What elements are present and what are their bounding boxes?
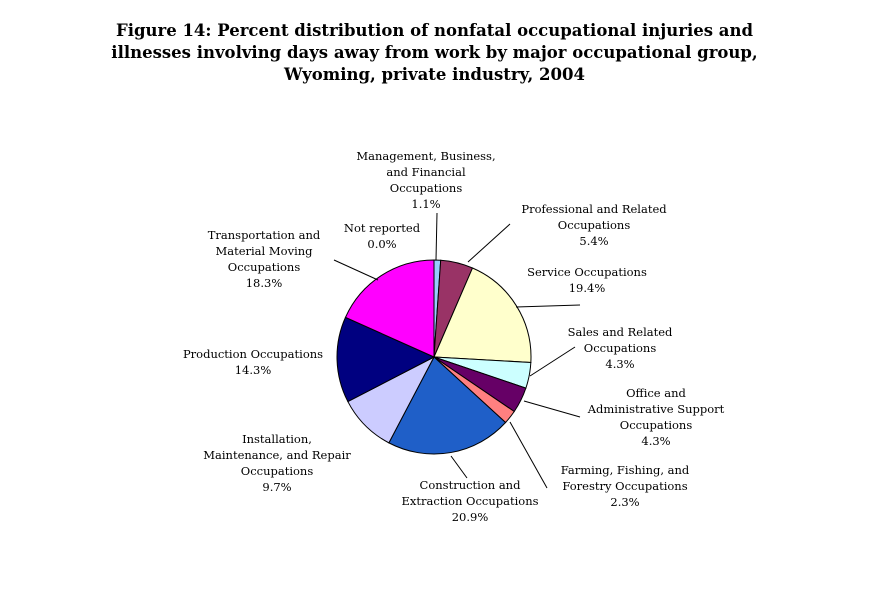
slice-label: Farming, Fishing, and Forestry Occupation… <box>561 463 690 509</box>
slice-labels: Management, Business, and Financial Occupa… <box>183 149 725 524</box>
leader-line <box>509 421 548 489</box>
chart-title-line-1: Figure 14: Percent distribution of nonfa… <box>116 21 753 40</box>
slice-name-label: Sales and Related <box>568 325 673 339</box>
slice-name-label: Service Occupations <box>527 265 647 279</box>
slice-name-label: Management, Business, <box>356 149 495 163</box>
slice-name-label: Occupations <box>558 218 631 232</box>
slice-name-label: Not reported <box>344 221 421 235</box>
slice-name-label: Occupations <box>390 181 463 195</box>
pie-slice <box>344 259 435 358</box>
slice-name-label: Installation, <box>242 432 312 446</box>
slice-name-label: Administrative Support <box>587 402 725 416</box>
pie-slice <box>336 316 436 403</box>
leader-line <box>333 259 379 281</box>
chart-title: Figure 14: Percent distribution of nonfa… <box>0 20 869 86</box>
slice-label: Transportation and Material Moving Occupat… <box>208 228 321 290</box>
slice-value-label: 18.3% <box>246 276 283 290</box>
slice-value-label: 0.0% <box>367 237 396 251</box>
slice-name-label: Material Moving <box>215 244 313 258</box>
slice-value-label: 9.7% <box>262 480 291 494</box>
slice-label: Office and Administrative Support Occupati… <box>587 386 725 448</box>
slice-value-label: 1.1% <box>411 197 440 211</box>
pie-slice <box>388 356 507 455</box>
slice-value-label: 2.3% <box>610 495 639 509</box>
slice-name-label: Occupations <box>241 464 314 478</box>
slice-label: Production Occupations 14.3% <box>183 347 323 377</box>
slice-value-label: 19.4% <box>569 281 606 295</box>
slice-name-label: Occupations <box>620 418 693 432</box>
slice-name-label: Office and <box>626 386 686 400</box>
leader-line <box>467 223 511 263</box>
slice-name-label: and Financial <box>386 165 466 179</box>
slice-label: Construction and Extraction Occupations 20… <box>401 478 538 524</box>
slice-label: Not reported 0.0% <box>344 221 421 251</box>
leader-line <box>523 400 581 418</box>
slice-name-label: Forestry Occupations <box>562 479 687 493</box>
chart-title-line-2: illnesses involving days away from work … <box>111 43 758 62</box>
leader-line <box>515 304 581 308</box>
slice-name-label: Transportation and <box>208 228 321 242</box>
slice-name-label: Production Occupations <box>183 347 323 361</box>
pie-slice <box>433 267 532 364</box>
slice-value-label: 5.4% <box>579 234 608 248</box>
leader-line <box>529 346 576 377</box>
slice-label: Management, Business, and Financial Occupa… <box>356 149 495 211</box>
slice-name-label: Occupations <box>228 260 301 274</box>
leader-line <box>450 455 468 479</box>
slice-value-label: 4.3% <box>605 357 634 371</box>
slice-value-label: 4.3% <box>641 434 670 448</box>
pie-slices <box>336 259 532 455</box>
slice-name-label: Professional and Related <box>521 202 667 216</box>
leader-lines <box>333 212 581 489</box>
slice-name-label: Construction and <box>420 478 522 492</box>
slice-name-label: Farming, Fishing, and <box>561 463 690 477</box>
leader-line <box>435 212 438 261</box>
slice-name-label: Maintenance, and Repair <box>203 448 351 462</box>
slice-name-label: Extraction Occupations <box>401 494 538 508</box>
slice-name-label: Occupations <box>584 341 657 355</box>
slice-value-label: 14.3% <box>235 363 272 377</box>
chart-title-line-3: Wyoming, private industry, 2004 <box>284 65 585 84</box>
slice-label: Professional and Related Occupations 5.4% <box>521 202 667 248</box>
slice-label: Installation, Maintenance, and Repair Occu… <box>203 432 351 494</box>
slice-label: Service Occupations 19.4% <box>527 265 647 295</box>
slice-value-label: 20.9% <box>452 510 489 524</box>
slice-label: Sales and Related Occupations 4.3% <box>568 325 673 371</box>
